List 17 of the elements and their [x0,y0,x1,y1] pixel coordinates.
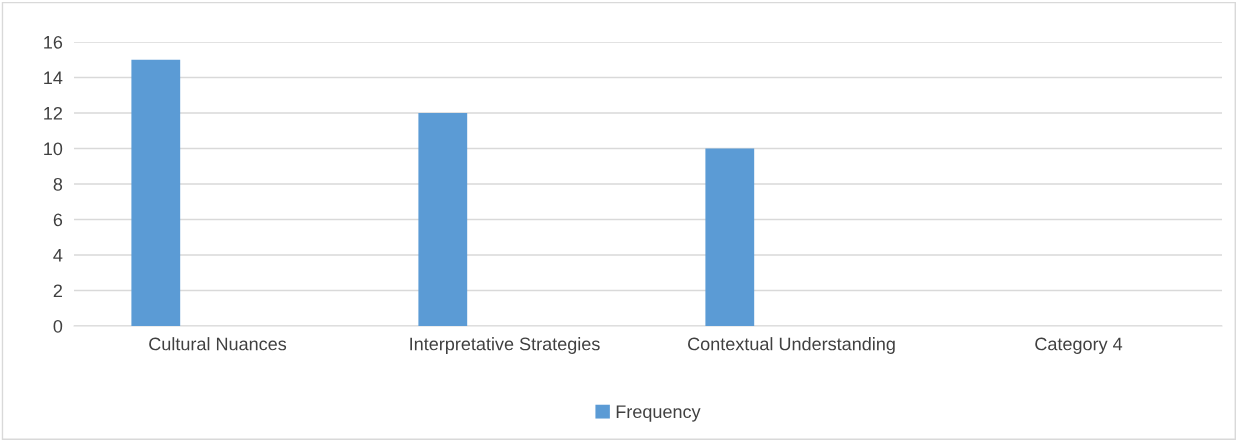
y-tick-label: 16 [44,35,63,49]
y-tick-label: 0 [53,319,63,333]
y-tick-label: 6 [53,213,63,227]
y-tick-label: 8 [53,177,63,191]
y-tick-label: 14 [44,71,63,85]
x-tick-label: Interpretative Strategies [410,337,600,354]
bar [705,148,755,326]
x-tick-label: Contextual Understanding [688,337,895,354]
legend-label: Frequency [616,405,701,422]
y-tick-label: 4 [53,249,63,262]
y-tick-label: 12 [44,106,62,120]
x-tick-label: Cultural Nuances [149,337,287,351]
y-tick-label: 10 [44,142,63,156]
bar [131,59,181,326]
x-tick-label: Category 4 [1035,337,1123,354]
bar [418,113,468,326]
y-tick-label: 2 [53,284,62,298]
